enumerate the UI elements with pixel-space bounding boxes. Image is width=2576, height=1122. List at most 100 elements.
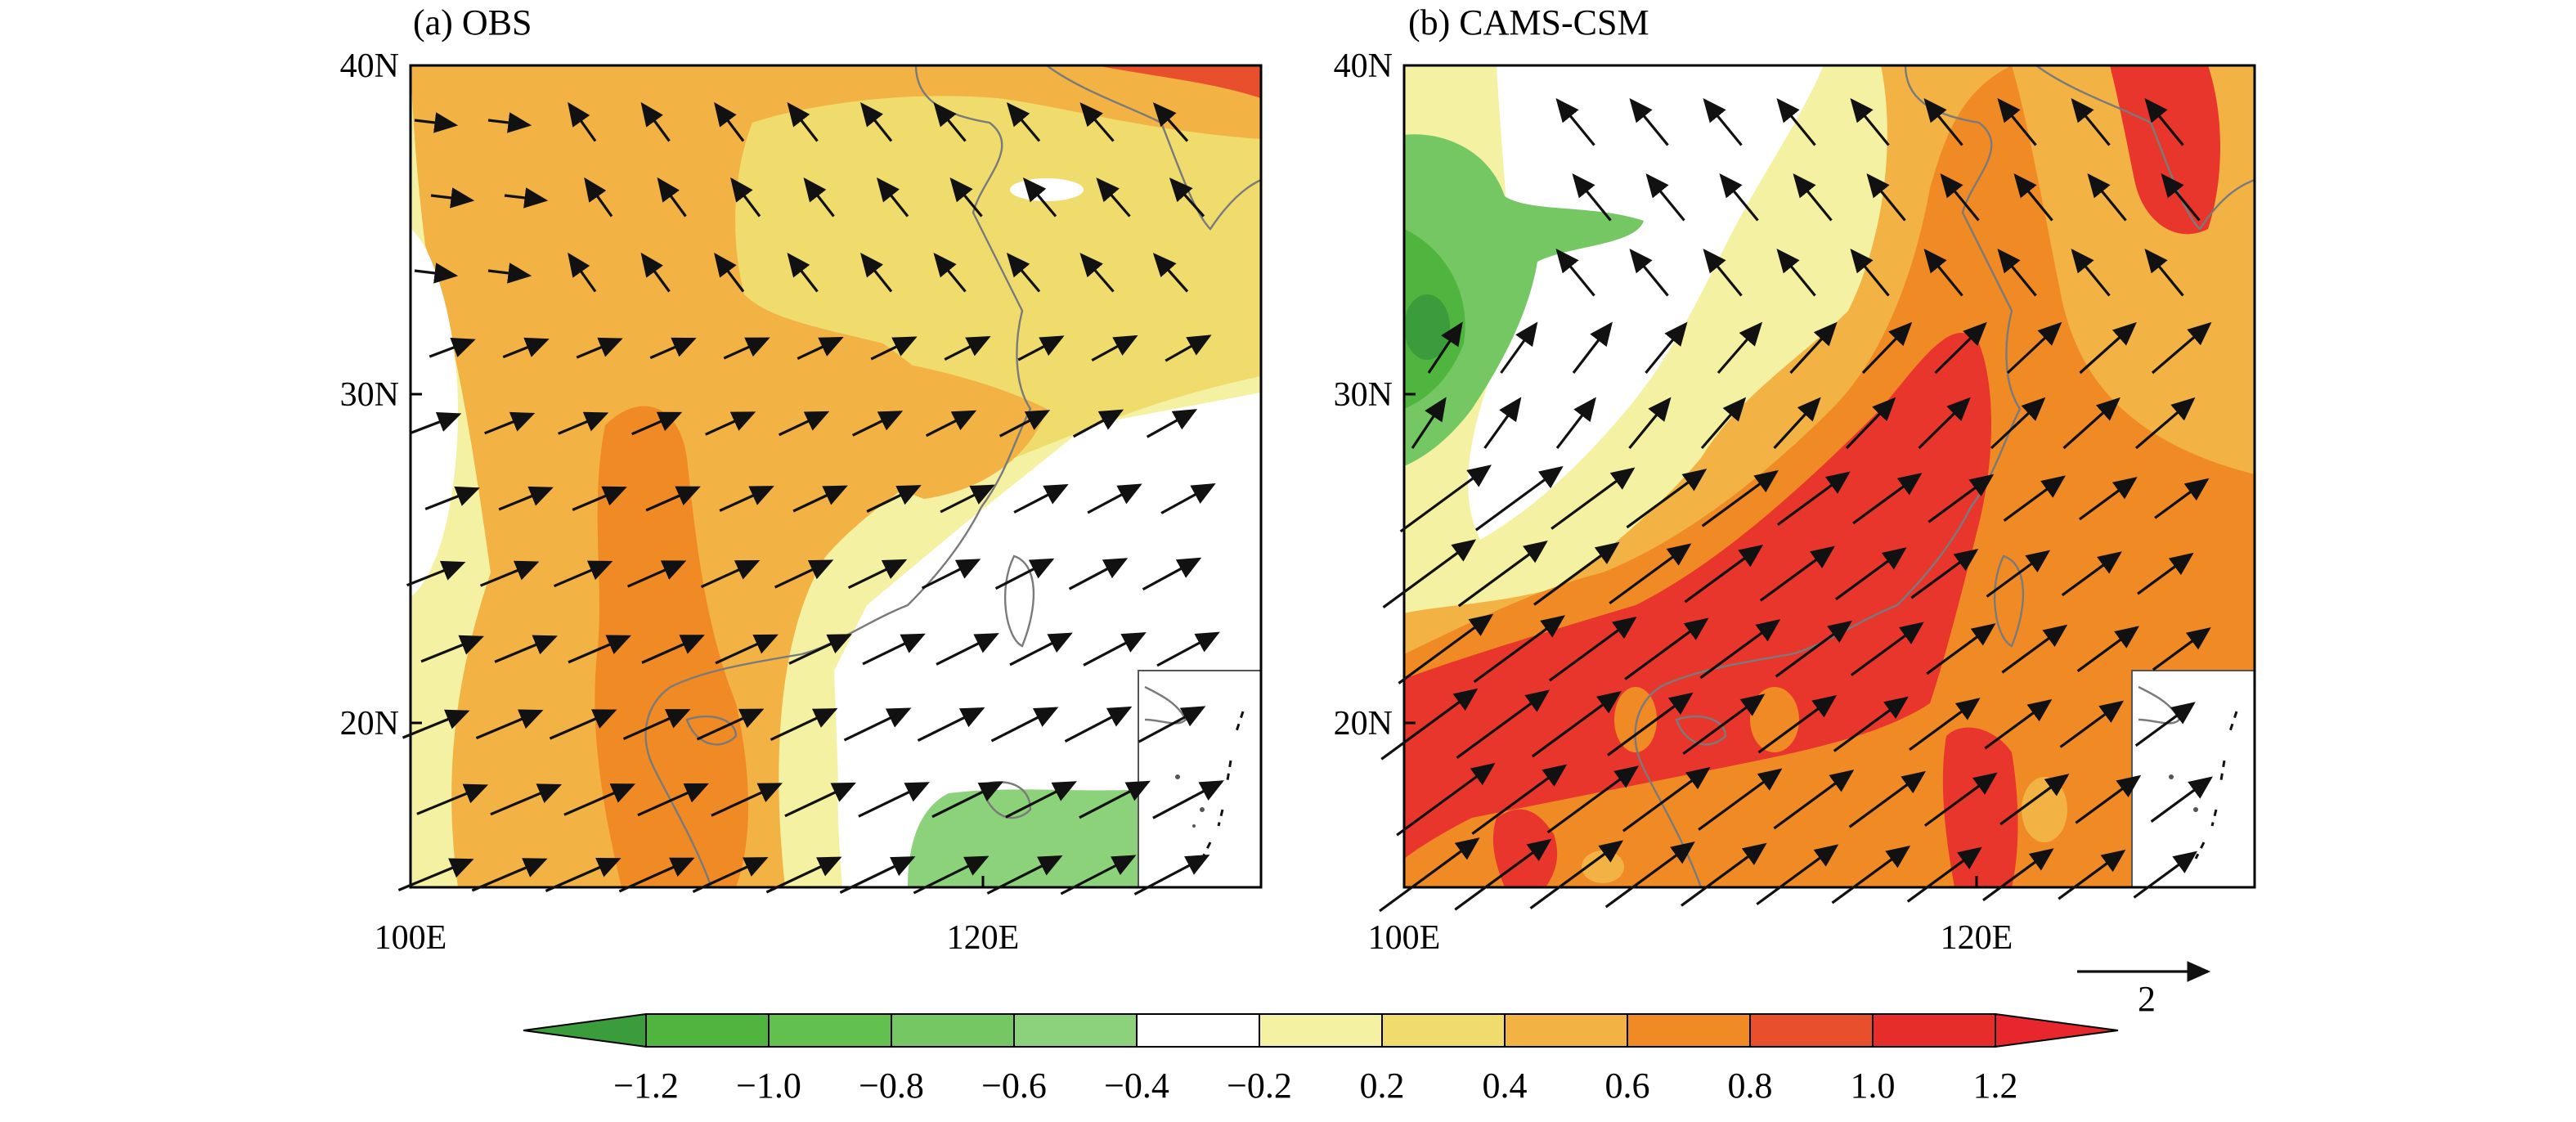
wind-arrow (1918, 397, 1971, 450)
wind-arrow (2133, 850, 2198, 899)
wind-arrow (1457, 541, 1548, 608)
wind-arrow (1555, 98, 1595, 146)
wind-arrow (1928, 473, 1995, 523)
wind-arrow (502, 337, 550, 359)
wind-arrow (1850, 249, 1890, 297)
wind-arrow (1411, 397, 1447, 449)
obs-inset-map (1138, 670, 1262, 888)
wind-arrow (626, 560, 687, 588)
colorbar-segment (1872, 1013, 1996, 1048)
wind-arrow (1060, 855, 1137, 895)
wind-arrow (1773, 770, 1855, 830)
wind-arrow (1699, 619, 1781, 680)
wind-arrow (1645, 173, 1685, 222)
obs-ytick-20n: 20N (340, 705, 399, 743)
wind-arrow (866, 485, 922, 513)
wind-arrow (1427, 321, 1463, 374)
wind-arrow (1456, 689, 1551, 759)
wind-arrow (420, 635, 484, 663)
wind-arrow (1845, 397, 1896, 450)
wind-arrow (1572, 321, 1613, 374)
wind-arrow (705, 411, 756, 436)
wind-arrow (931, 781, 1003, 819)
wind-arrow (913, 855, 990, 895)
wind-arrow (770, 707, 838, 742)
wind-arrow (1454, 838, 1552, 911)
colorbar-tick-label: 1.0 (1851, 1066, 1896, 1106)
wind-arrow (1473, 615, 1565, 684)
wind-arrow (1850, 98, 1890, 146)
wind-arrow (1156, 631, 1220, 667)
wind-arrow (843, 707, 912, 742)
wind-arrow (572, 486, 627, 511)
wind-arrow (870, 336, 918, 361)
wind-arrow (1068, 558, 1129, 590)
wind-arrow (1789, 321, 1838, 375)
wind-arrow (2061, 551, 2122, 597)
wind-arrow (645, 486, 701, 512)
cams-xtick-120e: 120E (1941, 919, 2013, 957)
wind-arrow (2062, 397, 2120, 450)
wind-arrow (1604, 842, 1695, 909)
wind-arrow (1835, 547, 1907, 601)
wind-arrow (411, 411, 462, 434)
wind-arrow (1531, 691, 1622, 758)
wind-arrow (471, 858, 548, 892)
wind-arrow (1775, 620, 1852, 678)
wind-arrow (1622, 766, 1711, 833)
wind-arrow (1471, 764, 1568, 835)
wind-arrow (649, 337, 697, 360)
wind-arrow (1548, 616, 1637, 682)
cams-field (1404, 65, 2255, 887)
colorbar-tick-label: −0.6 (981, 1066, 1047, 1106)
wind-arrow (700, 559, 761, 589)
wind-arrow (553, 560, 613, 588)
wind-arrow (1923, 772, 1998, 827)
wind-arrow (631, 411, 683, 436)
wind-arrow (1773, 397, 1821, 450)
wind-arrow (1546, 765, 1639, 834)
colorbar-segment (1627, 1013, 1751, 1048)
wind-arrow (1645, 321, 1688, 375)
wind-arrow (1719, 173, 1759, 222)
colorbar-tick-label: 0.2 (1360, 1066, 1405, 1106)
colorbar-tick-label: 0.4 (1483, 1066, 1528, 1106)
wind-arrow (584, 177, 613, 218)
wind-arrow (1555, 249, 1595, 297)
wind-arrow (568, 252, 597, 293)
cams-ytick-30n: 30N (1334, 376, 1393, 414)
wind-arrow (1866, 173, 1906, 222)
wind-arrow (1629, 98, 1669, 146)
wind-arrow (2006, 321, 2062, 375)
wind-arrow (1379, 837, 1480, 913)
colorbar-tick-label: −1.2 (613, 1066, 679, 1106)
wind-arrow (936, 633, 999, 666)
wind-arrow (1756, 844, 1839, 906)
wind-arrow (1757, 695, 1838, 754)
colorbar-right-extension (1995, 1012, 2119, 1048)
wind-arrow (2144, 98, 2184, 146)
wind-arrow (1833, 696, 1909, 752)
colorbar-left-extension (523, 1012, 647, 1048)
wind-arrow (1152, 253, 1189, 293)
wind-arrow (1684, 545, 1764, 604)
wind-arrow (640, 252, 671, 293)
wind-arrow (2001, 624, 2068, 674)
wind-arrow (498, 486, 554, 511)
wind-arrow (1703, 98, 1743, 146)
wind-arrow (1399, 465, 1492, 533)
wind-arrow (1022, 177, 1057, 218)
wind-arrow (2134, 702, 2196, 747)
wind-arrow (637, 783, 709, 817)
wind-arrow (1986, 550, 2051, 598)
wind-arrow (1005, 781, 1077, 819)
wind-arrow (545, 858, 622, 892)
colorbar-segment (645, 1013, 770, 1048)
obs-ytick-30n: 30N (340, 376, 399, 414)
wind-arrow (1906, 846, 1982, 903)
obs-xtick-120e: 120E (947, 919, 1020, 957)
colorbar-segment (1136, 1013, 1260, 1048)
wind-arrow (414, 112, 459, 133)
wind-arrow (657, 177, 687, 218)
